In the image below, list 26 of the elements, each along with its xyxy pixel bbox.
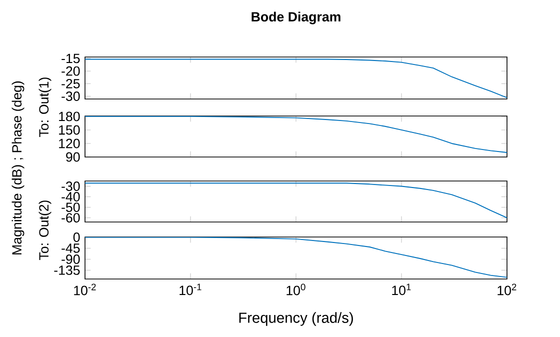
x-tick-label: 10$^{-1}$: [180, 284, 202, 296]
x-axis-title: Frequency (rad/s): [239, 312, 353, 326]
y-tick-label: 180: [59, 112, 80, 122]
chart-title: Bode Diagram: [252, 12, 340, 24]
y-tick-label: -90: [62, 254, 80, 264]
x-tick-label: 10$^{0}$: [286, 284, 306, 296]
y-tick-label: 0: [73, 232, 80, 242]
y-axis-title: To: Out(2): [38, 200, 52, 260]
y-axis-title: Magnitude (dB) ; Phase (deg): [12, 81, 24, 254]
y-tick-label: -135: [54, 265, 80, 275]
y-tick-label: -30: [62, 182, 80, 191]
y-tick-label: -25: [62, 78, 80, 88]
y-tick-label: -45: [62, 244, 80, 253]
y-tick-label: -50: [62, 202, 80, 212]
y-tick-label: -60: [62, 213, 80, 223]
x-tick-label: 10$^{2}$: [498, 284, 516, 296]
y-tick-label: -40: [62, 192, 80, 202]
x-tick-label: 10$^{-2}$: [74, 284, 96, 296]
y-tick-label: -30: [62, 92, 80, 101]
y-tick-label: 150: [59, 125, 80, 135]
x-tick-label: 10$^{1}$: [392, 284, 411, 296]
y-axis-title: To: Out(1): [38, 78, 52, 137]
y-tick-label: 90: [66, 152, 80, 162]
y-tick-label: -15: [62, 54, 80, 64]
y-tick-label: 120: [59, 138, 80, 148]
y-tick-label: -20: [62, 66, 80, 76]
